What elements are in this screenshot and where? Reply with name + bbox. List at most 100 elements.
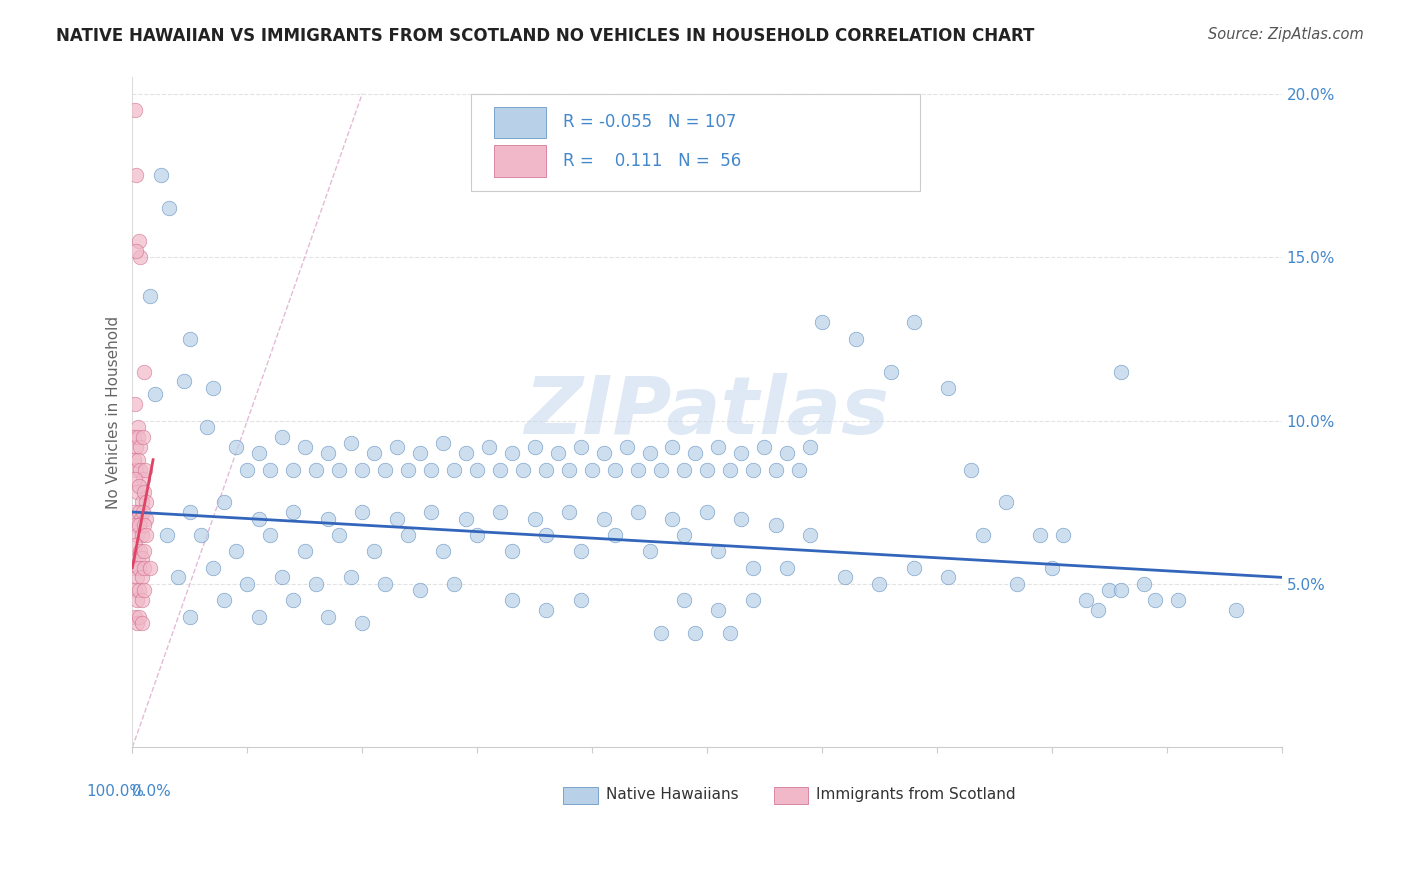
Point	[1052, 528, 1074, 542]
Text: ZIPatlas: ZIPatlas	[524, 374, 890, 451]
Point	[352, 462, 374, 476]
Y-axis label: No Vehicles in Household: No Vehicles in Household	[107, 316, 121, 509]
Point	[328, 462, 350, 476]
Point	[603, 462, 626, 476]
Point	[125, 485, 148, 500]
Point	[1076, 593, 1098, 607]
Point	[385, 440, 408, 454]
Bar	[564, 788, 598, 805]
Point	[127, 420, 149, 434]
Point	[135, 528, 157, 542]
Point	[1005, 577, 1028, 591]
Point	[201, 560, 224, 574]
Point	[385, 511, 408, 525]
Point	[150, 169, 173, 183]
Point	[195, 420, 218, 434]
Point	[125, 440, 148, 454]
Point	[776, 560, 799, 574]
Point	[374, 577, 396, 591]
Point	[132, 583, 155, 598]
Point	[128, 250, 150, 264]
Point	[316, 446, 339, 460]
Point	[328, 528, 350, 542]
Point	[179, 332, 201, 346]
Point	[128, 479, 150, 493]
Point	[339, 570, 361, 584]
Point	[129, 440, 152, 454]
Point	[247, 511, 270, 525]
Point	[523, 440, 546, 454]
Point	[132, 472, 155, 486]
Point	[558, 505, 581, 519]
Point	[179, 609, 201, 624]
Point	[408, 446, 430, 460]
Point	[214, 495, 236, 509]
Point	[125, 616, 148, 631]
Point	[270, 430, 292, 444]
Point	[259, 528, 281, 542]
Point	[225, 544, 247, 558]
Point	[960, 462, 983, 476]
Point	[122, 452, 145, 467]
Point	[124, 609, 146, 624]
Point	[972, 528, 994, 542]
Point	[124, 518, 146, 533]
Point	[124, 538, 146, 552]
Text: 100.0%: 100.0%	[86, 784, 143, 799]
Point	[799, 528, 821, 542]
Text: R = -0.055   N = 107: R = -0.055 N = 107	[564, 113, 737, 131]
Point	[685, 446, 707, 460]
Point	[1132, 577, 1154, 591]
Text: Source: ZipAtlas.com: Source: ZipAtlas.com	[1208, 27, 1364, 42]
Point	[125, 169, 148, 183]
Point	[718, 462, 741, 476]
Point	[128, 234, 150, 248]
Text: NATIVE HAWAIIAN VS IMMIGRANTS FROM SCOTLAND NO VEHICLES IN HOUSEHOLD CORRELATION: NATIVE HAWAIIAN VS IMMIGRANTS FROM SCOTL…	[56, 27, 1035, 45]
Text: Native Hawaiians: Native Hawaiians	[606, 787, 738, 802]
Point	[363, 446, 385, 460]
Point	[305, 462, 328, 476]
Point	[247, 609, 270, 624]
Point	[201, 381, 224, 395]
Point	[696, 505, 718, 519]
Point	[1040, 560, 1063, 574]
Point	[638, 446, 661, 460]
Point	[569, 593, 592, 607]
Point	[443, 577, 465, 591]
Point	[127, 430, 149, 444]
Point	[581, 462, 603, 476]
Point	[465, 528, 488, 542]
Point	[707, 544, 730, 558]
Point	[661, 511, 683, 525]
Point	[707, 440, 730, 454]
Point	[650, 626, 672, 640]
Point	[132, 505, 155, 519]
Point	[661, 440, 683, 454]
Point	[134, 462, 156, 476]
Point	[534, 603, 557, 617]
Point	[122, 505, 145, 519]
Point	[131, 616, 153, 631]
Point	[128, 583, 150, 598]
Point	[214, 593, 236, 607]
Point	[145, 387, 167, 401]
Point	[627, 505, 650, 519]
Point	[134, 544, 156, 558]
Point	[420, 462, 443, 476]
Point	[1167, 593, 1189, 607]
Point	[283, 593, 305, 607]
Point	[128, 518, 150, 533]
Point	[696, 462, 718, 476]
Point	[283, 462, 305, 476]
Point	[135, 495, 157, 509]
Point	[454, 446, 477, 460]
Point	[131, 593, 153, 607]
Point	[432, 544, 454, 558]
Point	[125, 570, 148, 584]
Point	[156, 528, 179, 542]
Point	[352, 505, 374, 519]
Point	[408, 583, 430, 598]
Point	[236, 577, 259, 591]
Text: 0.0%: 0.0%	[132, 784, 172, 799]
Point	[936, 381, 959, 395]
